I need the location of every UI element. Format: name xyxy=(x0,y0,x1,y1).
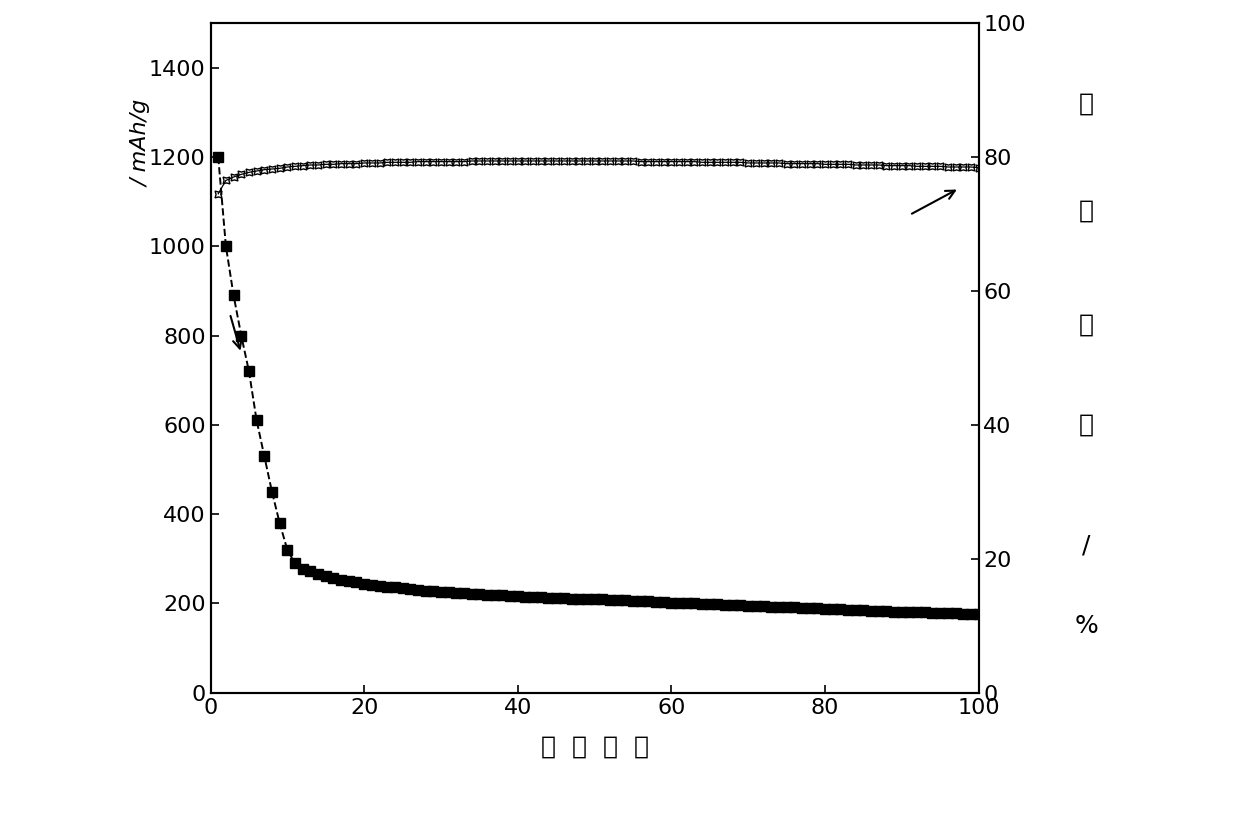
Text: / mAh/g: / mAh/g xyxy=(131,100,151,187)
Text: 效: 效 xyxy=(1079,313,1094,336)
Text: 库: 库 xyxy=(1079,91,1094,116)
Text: 率: 率 xyxy=(1079,413,1094,437)
Text: 仑: 仑 xyxy=(1079,199,1094,222)
X-axis label: 循  环  次  数: 循 环 次 数 xyxy=(540,734,648,759)
Text: /: / xyxy=(1082,533,1090,558)
Text: %: % xyxy=(1074,614,1098,638)
